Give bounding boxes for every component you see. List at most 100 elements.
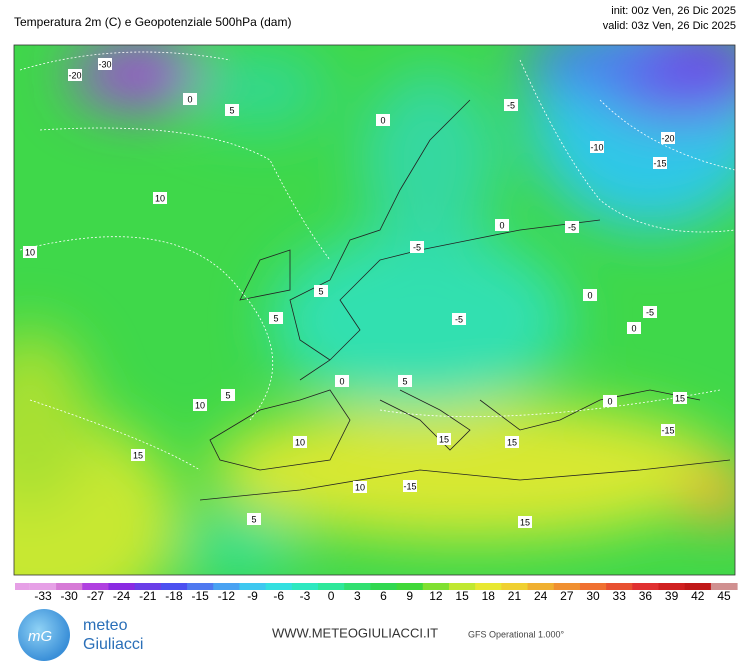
contour-label: -15 xyxy=(403,481,416,491)
colorbar-label: -12 xyxy=(218,589,236,603)
colorbar-label: 21 xyxy=(508,589,522,603)
logo-top: meteo xyxy=(83,617,128,634)
colorbar-label: -27 xyxy=(87,589,105,603)
colorbar-swatch xyxy=(422,583,450,590)
contour-label: -20 xyxy=(661,133,674,143)
colorbar-swatch xyxy=(632,583,660,590)
contour-label: 5 xyxy=(273,313,278,323)
contour-label-box xyxy=(247,513,261,525)
colorbar-swatch xyxy=(710,583,738,590)
contour-label-box xyxy=(335,375,349,387)
colorbar-label: 42 xyxy=(691,589,705,603)
colorbar-edge xyxy=(15,583,30,590)
contour-label-box xyxy=(504,99,518,111)
contour-label-box xyxy=(627,322,641,334)
contour-label: 15 xyxy=(507,437,517,447)
colorbar-swatch xyxy=(501,583,529,590)
contour-label-box xyxy=(673,392,687,404)
contour-label: 10 xyxy=(195,400,205,410)
contour-label: -5 xyxy=(646,307,654,317)
contour-label: 10 xyxy=(355,482,365,492)
colorbar-swatch xyxy=(344,583,371,590)
contour-label-box xyxy=(403,480,417,492)
colorbar-label: 24 xyxy=(534,589,548,603)
valid-time: valid: 03z Ven, 26 Dic 2025 xyxy=(603,20,736,32)
contour-label: 10 xyxy=(295,437,305,447)
contour-label-box xyxy=(603,395,617,407)
contour-label-box xyxy=(376,114,390,126)
contour-label-box xyxy=(505,436,519,448)
logo-initials: mG xyxy=(28,628,52,645)
contour-label-box xyxy=(452,313,466,325)
colorbar-swatch xyxy=(658,583,686,590)
contour-label-box xyxy=(661,132,675,144)
colorbar-label: -3 xyxy=(300,589,311,603)
contour-label-box xyxy=(518,516,532,528)
colorbar-label: 0 xyxy=(328,589,335,603)
colorbar-swatch xyxy=(684,583,712,590)
contour-label: 5 xyxy=(251,514,256,524)
contour-label-box xyxy=(661,424,675,436)
colorbar-label: 30 xyxy=(586,589,600,603)
colorbar-swatch xyxy=(108,583,136,590)
colorbar-swatch xyxy=(475,583,502,590)
contour-label: -5 xyxy=(507,100,515,110)
colorbar-swatch xyxy=(606,583,633,590)
map-title: Temperatura 2m (C) e Geopotenziale 500hP… xyxy=(14,15,291,29)
contour-label: -5 xyxy=(455,314,463,324)
colorbar-swatch xyxy=(29,583,57,590)
colorbar-swatch xyxy=(318,583,345,590)
contour-label-box xyxy=(437,433,451,445)
colorbar-label: 15 xyxy=(455,589,469,603)
contour-label: 0 xyxy=(499,220,504,230)
contour-label-box xyxy=(643,306,657,318)
colorbar-swatch xyxy=(134,583,162,590)
colorbar-swatch xyxy=(213,583,240,590)
colorbar-swatch xyxy=(553,583,581,590)
contour-label-box xyxy=(398,375,412,387)
contour-label: 15 xyxy=(133,450,143,460)
colorbar-label: 36 xyxy=(639,589,653,603)
colorbar-label: -18 xyxy=(165,589,183,603)
colorbar-swatch xyxy=(239,583,267,590)
colorbar-swatch xyxy=(448,583,476,590)
contour-label-box xyxy=(153,192,167,204)
contour-label-box xyxy=(98,58,112,70)
colorbar-swatch xyxy=(160,583,188,590)
colorbar-swatch xyxy=(82,583,109,590)
contour-label: 0 xyxy=(587,290,592,300)
colorbar-label: -24 xyxy=(113,589,131,603)
contour-label-box xyxy=(221,389,235,401)
contour-label-box xyxy=(269,312,283,324)
contour-label-box xyxy=(495,219,509,231)
contour-label: -10 xyxy=(590,142,603,152)
contour-label-box xyxy=(314,285,328,297)
contour-label: -15 xyxy=(661,425,674,435)
colorbar-label: -15 xyxy=(191,589,209,603)
isotherms xyxy=(19,51,735,471)
colorbar-label: 39 xyxy=(665,589,679,603)
contour-label-box xyxy=(131,449,145,461)
contour-label: -5 xyxy=(413,242,421,252)
colorbar-label: 3 xyxy=(354,589,361,603)
contour-label: 0 xyxy=(339,376,344,386)
contour-label: 15 xyxy=(439,434,449,444)
contour-label-box xyxy=(193,399,207,411)
contour-label: 5 xyxy=(402,376,407,386)
contour-label: 15 xyxy=(675,393,685,403)
contour-label: -5 xyxy=(568,222,576,232)
contour-label: 0 xyxy=(380,115,385,125)
colorbar-swatch xyxy=(579,583,607,590)
contour-label-box xyxy=(183,93,197,105)
colorbar-swatch xyxy=(370,583,398,590)
contour-label: 5 xyxy=(318,286,323,296)
colorbar-label: -9 xyxy=(247,589,258,603)
contour-label-box xyxy=(410,241,424,253)
contour-label: 15 xyxy=(520,517,530,527)
colorbar-swatch xyxy=(527,583,555,590)
colorbar-label: 6 xyxy=(380,589,387,603)
colorbar-label: 27 xyxy=(560,589,574,603)
model-name: GFS Operational 1.000° xyxy=(468,629,565,639)
contour-label: 10 xyxy=(25,247,35,257)
